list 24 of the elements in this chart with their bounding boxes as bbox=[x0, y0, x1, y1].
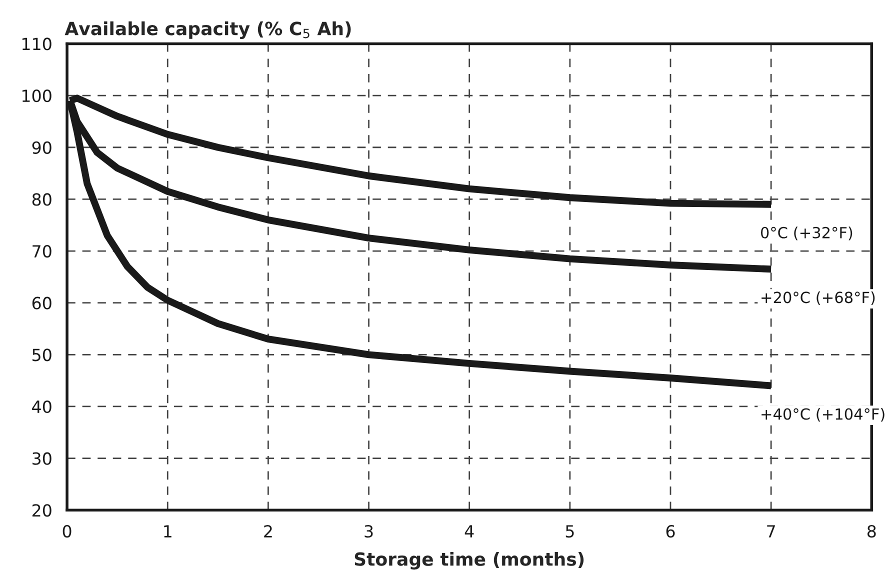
x-tick-label: 5 bbox=[566, 525, 574, 538]
y-tick-label: 30 bbox=[32, 452, 52, 465]
y-tick-label: 100 bbox=[22, 90, 52, 102]
y-axis-title: Available capacity (% C$_{5}$ Ah) bbox=[64, 21, 351, 39]
y-tick-label: 20 bbox=[32, 504, 52, 517]
series-label: 0°C (+32°F) bbox=[760, 226, 852, 240]
x-axis-title: Storage time (months) bbox=[354, 552, 584, 570]
x-tick-label: 0 bbox=[62, 525, 72, 538]
y-tick-label: 90 bbox=[32, 141, 52, 154]
y-tick-label: 60 bbox=[32, 296, 52, 310]
series-label: +20°C (+68°F) bbox=[762, 291, 875, 305]
x-tick-label: 8 bbox=[867, 525, 876, 538]
series-label: +40°C (+104°F) bbox=[762, 408, 884, 422]
y-tick-label: 50 bbox=[32, 348, 52, 362]
y-tick-label: 110 bbox=[22, 38, 52, 50]
x-tick-label: 2 bbox=[264, 525, 272, 538]
x-tick-label: 4 bbox=[464, 525, 474, 538]
x-tick-label: 3 bbox=[364, 525, 373, 538]
y-tick-label: 40 bbox=[32, 400, 52, 414]
y-tick-label: 70 bbox=[32, 244, 52, 258]
y-tick-label: 80 bbox=[32, 193, 52, 206]
x-tick-label: 6 bbox=[666, 525, 675, 538]
x-tick-label: 1 bbox=[164, 525, 172, 538]
x-tick-label: 7 bbox=[767, 525, 775, 538]
